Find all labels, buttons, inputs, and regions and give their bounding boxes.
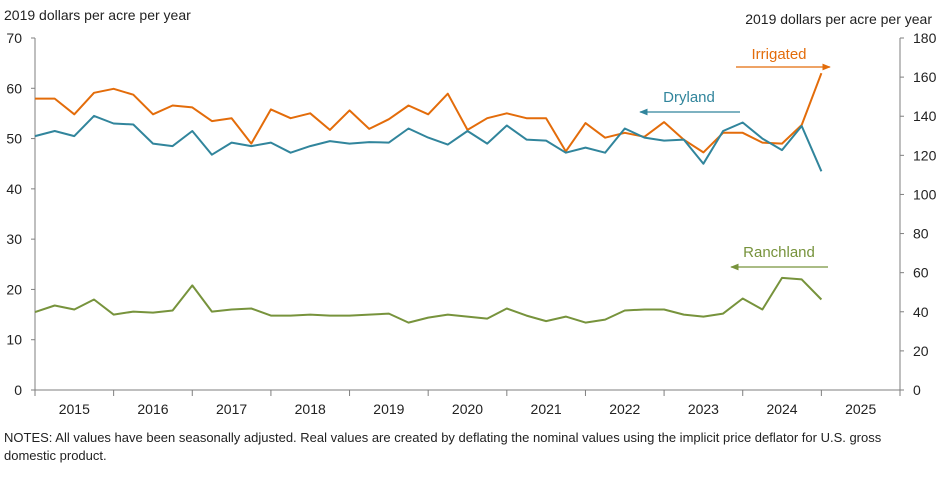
left-axis-tick-label: 20 [6,281,22,297]
x-axis-tick-label: 2018 [295,401,326,417]
left-axis-tick-label: 40 [6,181,22,197]
left-axis-tick-label: 70 [6,30,22,46]
series-layer [34,72,823,324]
x-axis-tick-label: 2022 [609,401,640,417]
right-axis-tick-label: 160 [913,69,937,85]
x-axis-tick-label: 2015 [59,401,90,417]
left-axis-title: 2019 dollars per acre per year [4,7,191,23]
right-axis-tick-label: 100 [913,186,937,202]
dryland-series-label: Dryland [663,89,715,106]
left-axis-tick-label: 0 [14,382,22,398]
right-axis-tick-label: 180 [913,30,937,46]
right-axis-tick-label: 120 [913,147,937,163]
x-axis-tick-label: 2021 [531,401,562,417]
x-axis-tick-label: 2020 [452,401,483,417]
left-y-axis: 0 10 20 30 40 50 60 70 [6,30,36,398]
ranchland-series-line [34,276,823,324]
irrigated-series-line [35,72,823,154]
ranchland-series-label: Ranchland [743,244,815,261]
left-axis-tick-label: 30 [6,231,22,247]
x-axis-tick-label: 2016 [137,401,168,417]
line-chart: 2019 dollars per acre per year 2019 doll… [4,7,937,417]
x-axis: 2015 2016 2017 2018 2019 2020 2021 2022 2023 2024… [34,389,901,417]
chart-notes: NOTES: All values have been seasonally a… [4,430,882,463]
dryland-series-line [34,114,823,172]
right-y-axis: 0 20 40 60 80 100 120 140 160 180 [899,30,937,398]
series-labels: Irrigated Dryland Ranchland [639,46,831,271]
right-axis-tick-label: 0 [913,382,921,398]
right-axis-tick-label: 80 [913,226,929,242]
left-axis-tick-label: 10 [6,332,22,348]
x-axis-tick-label: 2025 [845,401,876,417]
left-axis-tick-label: 50 [6,131,22,147]
x-axis-tick-label: 2024 [766,401,797,417]
right-axis-title: 2019 dollars per acre per year [745,11,932,27]
left-axis-tick-label: 60 [6,80,22,96]
irrigated-series-label: Irrigated [751,46,806,63]
right-axis-tick-label: 20 [913,343,929,359]
x-axis-tick-label: 2019 [373,401,404,417]
x-axis-tick-label: 2023 [688,401,719,417]
right-axis-tick-label: 60 [913,265,929,281]
x-axis-tick-label: 2017 [216,401,247,417]
right-axis-tick-label: 140 [913,108,937,124]
right-axis-tick-label: 40 [913,304,929,320]
